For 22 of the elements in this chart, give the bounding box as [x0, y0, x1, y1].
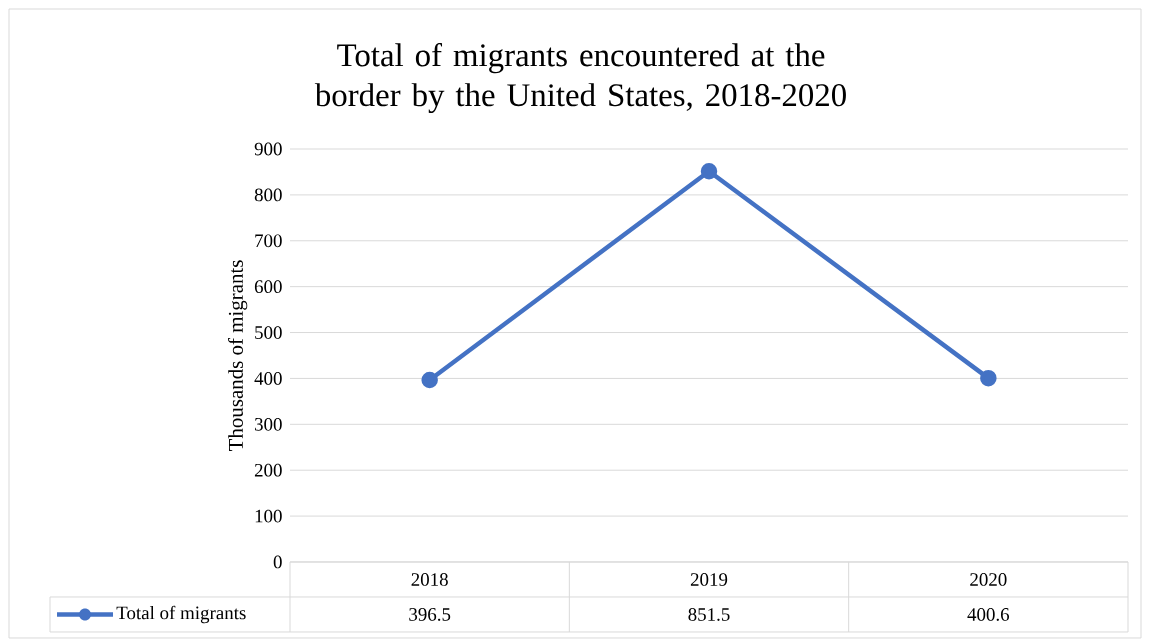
y-tick-label: 300 [255, 417, 282, 431]
point [980, 369, 997, 387]
data-label: 851.5 [688, 608, 730, 621]
y-tick-label: 900 [254, 142, 282, 156]
data-label: 396.5 [409, 608, 451, 621]
y-tick-label: 800 [254, 188, 282, 202]
y-tick-label: 400 [254, 372, 282, 385]
x-tick-label: 2020 [970, 573, 1007, 586]
x-tick-label: 2018 [411, 573, 448, 586]
y-tick-label: 700 [255, 234, 282, 248]
y-tick-label: 200 [254, 463, 282, 477]
data-label: 400.6 [967, 608, 1010, 621]
point [421, 371, 438, 389]
y-tick-label: 600 [254, 280, 282, 294]
y-axis-title: Thousands of migrants [228, 260, 248, 451]
point [700, 162, 718, 180]
chart-title: Total of migrants encountered at the border by the United States, 2018-2020 [314, 42, 846, 114]
legend-label: Total of migrants [116, 605, 246, 624]
y-tick-label: 100 [255, 509, 282, 523]
y-tick-label: 0 [273, 555, 282, 569]
y-tick-label: 500 [255, 326, 282, 339]
x-tick-label: 2019 [690, 573, 728, 586]
